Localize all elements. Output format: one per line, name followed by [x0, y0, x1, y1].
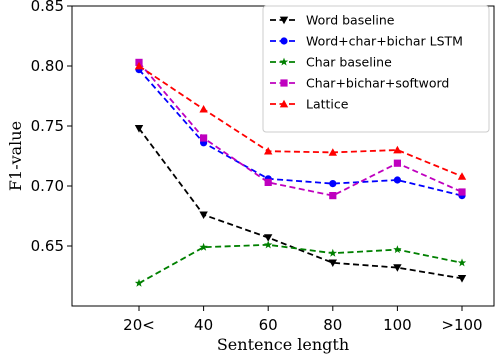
x-tick-label: 100: [383, 316, 412, 334]
x-axis-title: Sentence length: [217, 335, 349, 354]
data-point-lattice: [457, 172, 467, 180]
x-tick-label: 40: [194, 316, 213, 334]
legend: Word baseline Word+char+bichar LSTM Char b…: [262, 5, 490, 133]
y-tick-label: 0.85: [31, 0, 64, 15]
data-point-char-baseline: [199, 242, 208, 251]
series-line-word-char-bichar-lstm: [138, 69, 463, 197]
data-point-word-baseline: [199, 211, 208, 219]
legend-label-lattice: Lattice: [306, 97, 349, 112]
data-point-lattice: [393, 145, 402, 154]
legend-marker-word-char-bichar-lstm: [280, 37, 288, 45]
x-tick-label: 80: [323, 316, 342, 334]
legend-marker-char-bichar-softword: [280, 79, 288, 87]
legend-marker-lattice: [279, 99, 289, 108]
series-layer: [134, 58, 467, 287]
legend-label-word-char-bichar-lstm: Word+char+bichar LSTM: [306, 34, 463, 49]
series-line-word-baseline: [138, 127, 463, 280]
x-tick-label: 20<: [123, 316, 155, 334]
data-point-word-baseline: [134, 125, 144, 133]
legend-box: [262, 5, 490, 133]
legend-marker-word-baseline: [279, 16, 289, 25]
y-axis: 0.65 0.70 0.75 0.80 0.85: [31, 0, 72, 255]
data-point-char-bichar-softword: [458, 188, 466, 196]
legend-label-char-bichar-softword: Char+bichar+softword: [306, 76, 449, 91]
data-point-lattice: [199, 105, 208, 113]
y-tick-label: 0.80: [31, 57, 64, 75]
x-axis: 20< 40 60 80 100 >100: [123, 306, 483, 334]
legend-marker-char-baseline: [279, 57, 289, 66]
data-point-char-baseline: [328, 248, 337, 257]
data-point-char-bichar-softword: [264, 178, 272, 186]
data-point-word-char-bichar-lstm: [393, 176, 401, 184]
y-axis-title: F1-value: [6, 121, 25, 191]
data-point-word-baseline: [328, 259, 337, 267]
data-point-char-baseline: [134, 278, 144, 287]
data-point-char-baseline: [393, 245, 402, 254]
data-point-lattice: [264, 147, 273, 155]
data-point-word-baseline: [264, 234, 273, 242]
y-tick-label: 0.70: [31, 177, 64, 195]
legend-label-word-baseline: Word baseline: [306, 13, 395, 28]
data-point-char-bichar-softword: [329, 192, 337, 200]
y-tick-label: 0.75: [31, 117, 64, 135]
data-point-word-char-bichar-lstm: [329, 180, 337, 188]
x-tick-label: 60: [259, 316, 278, 334]
data-point-char-bichar-softword: [200, 134, 208, 142]
data-point-lattice: [328, 148, 337, 156]
data-point-lattice: [134, 61, 144, 70]
data-point-word-baseline: [393, 264, 402, 272]
x-tick-label: >100: [441, 316, 482, 334]
y-tick-label: 0.65: [31, 237, 64, 255]
data-point-char-baseline: [264, 240, 273, 249]
legend-label-char-baseline: Char baseline: [306, 55, 392, 70]
data-point-char-baseline: [457, 258, 467, 267]
series-line-char-baseline: [138, 243, 463, 284]
series-line-char-bichar-softword: [138, 61, 463, 197]
data-point-char-bichar-softword: [393, 159, 401, 167]
series-line-lattice: [138, 65, 463, 178]
data-point-word-baseline: [457, 275, 467, 283]
